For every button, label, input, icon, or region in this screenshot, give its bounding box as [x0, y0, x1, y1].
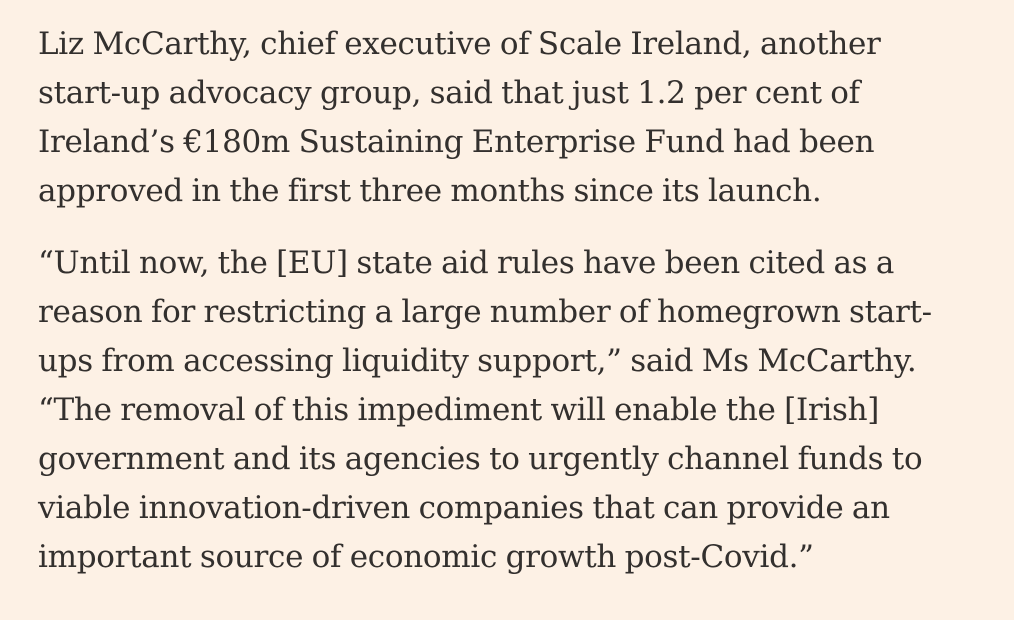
paragraph-2-line-1: “Until now, the [EU] state aid rules hav… [38, 245, 895, 281]
article-paragraph-2: “Until now, the [EU] state aid rules hav… [38, 239, 978, 582]
paragraph-2-line-2: reason for restricting a large number of… [38, 294, 932, 330]
paragraph-1-line-4: approved in the first three months since… [38, 173, 822, 209]
paragraph-1-line-1: Liz McCarthy, chief executive of Scale I… [38, 26, 881, 62]
paragraph-1-line-2: start-up advocacy group, said that just … [38, 75, 860, 111]
paragraph-2-line-5: government and its agencies to urgently … [38, 441, 923, 477]
paragraph-2-line-4: “The removal of this impediment will ena… [38, 392, 880, 428]
paragraph-2-line-7: important source of economic growth post… [38, 539, 814, 575]
paragraph-2-line-6: viable innovation-driven companies that … [38, 490, 890, 526]
paragraph-1-line-3: Ireland’s €180m Sustaining Enterprise Fu… [38, 124, 875, 160]
paragraph-2-line-3: ups from accessing liquidity support,” s… [38, 343, 917, 379]
article-paragraph-1: Liz McCarthy, chief executive of Scale I… [38, 20, 978, 216]
